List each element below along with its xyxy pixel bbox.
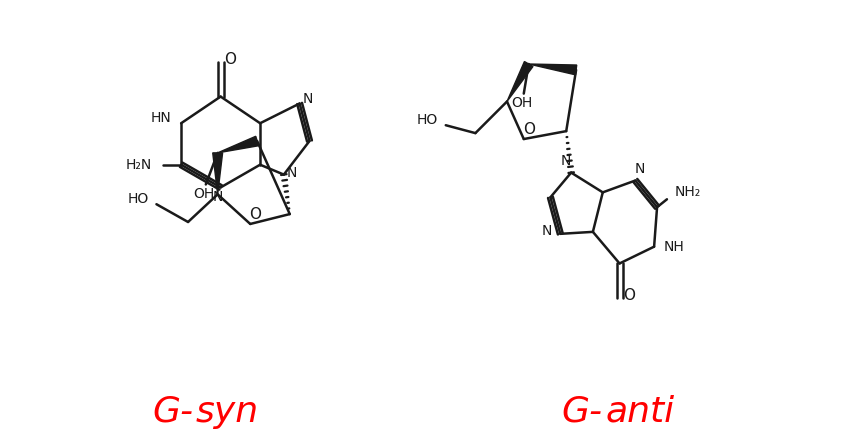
Text: NH₂: NH₂ (674, 185, 700, 199)
Polygon shape (212, 153, 223, 194)
Text: syn: syn (195, 395, 258, 429)
Text: H₂N: H₂N (125, 158, 151, 171)
Text: N: N (542, 224, 552, 238)
Text: N: N (212, 191, 223, 204)
Text: N: N (560, 154, 571, 168)
Text: HO: HO (127, 192, 148, 206)
Polygon shape (528, 64, 576, 75)
Text: N: N (287, 166, 297, 179)
Text: HO: HO (416, 113, 438, 127)
Text: OH: OH (193, 187, 214, 202)
Text: HN: HN (151, 111, 171, 126)
Text: O: O (249, 206, 261, 221)
Text: O: O (224, 52, 236, 67)
Text: N: N (635, 162, 645, 175)
Text: O: O (623, 288, 635, 303)
Text: G-: G- (561, 395, 602, 429)
Text: anti: anti (605, 395, 674, 429)
Text: NH: NH (663, 240, 684, 254)
Text: OH: OH (511, 96, 531, 110)
Text: N: N (302, 91, 312, 106)
Text: G-: G- (152, 395, 193, 429)
Polygon shape (218, 136, 258, 153)
Text: O: O (522, 122, 534, 137)
Polygon shape (507, 61, 532, 102)
